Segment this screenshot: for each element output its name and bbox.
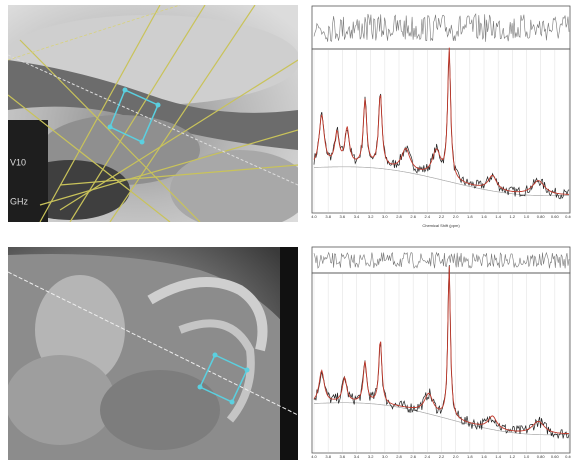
image-label: V10 (10, 157, 26, 167)
x-tick-label: 2.6 (410, 214, 416, 219)
x-tick-label: 1.2 (510, 454, 516, 459)
x-tick-label: 1.8 (467, 454, 473, 459)
x-tick-label: 2.4 (425, 454, 431, 459)
x-tick-label: 2.2 (439, 214, 445, 219)
x-tick-label: 3.6 (340, 214, 346, 219)
x-tick-label: 2.8 (396, 214, 402, 219)
x-tick-label: 1.0 (524, 214, 530, 219)
image-label: GHz (10, 196, 29, 206)
x-tick-label: 0.80 (537, 214, 546, 219)
x-tick-label: 2.8 (396, 454, 402, 459)
x-tick-label: 0.80 (537, 454, 546, 459)
x-tick-label: 1.8 (467, 214, 473, 219)
figure: V10 GHz Chemical Shift (ppm) 4.0 3.8 3.6 3.… (0, 0, 571, 463)
x-tick-label: 3.2 (368, 214, 374, 219)
residual (314, 14, 569, 42)
x-tick-label: 2.4 (425, 214, 431, 219)
x-tick-label: 1.6 (481, 214, 487, 219)
mri-image-bottom (5, 247, 298, 460)
x-tick-label: 0.40 (565, 454, 571, 459)
spectrum-frame (312, 273, 570, 453)
x-tick-label: 0.60 (551, 454, 560, 459)
x-tick-label: 2.6 (410, 454, 416, 459)
x-tick-label: 2.0 (453, 454, 459, 459)
x-tick-label: 0.40 (565, 214, 571, 219)
x-tick-label: 0.60 (551, 214, 560, 219)
x-tick-label: 2.2 (439, 454, 445, 459)
x-tick-label: 2.0 (453, 214, 459, 219)
x-tick-label: 4.0 (311, 454, 317, 459)
x-tick-label: 3.2 (368, 454, 374, 459)
x-tick-label: 3.4 (354, 214, 360, 219)
residual (314, 253, 569, 269)
x-tick-label: 1.0 (524, 454, 530, 459)
x-tick-label: 1.2 (510, 214, 516, 219)
x-tick-label: 1.4 (495, 454, 501, 459)
x-tick-label: 4.0 (311, 214, 317, 219)
mri-image-top: V10 GHz (0, 5, 310, 230)
x-axis-label: Chemical Shift (ppm) (422, 223, 460, 228)
x-tick-label: 3.4 (354, 454, 360, 459)
x-tick-label: 3.6 (340, 454, 346, 459)
x-tick-label: 1.6 (481, 454, 487, 459)
x-tick-label: 3.8 (325, 454, 331, 459)
x-tick-label: 3.0 (382, 454, 388, 459)
x-tick-label: 3.0 (382, 214, 388, 219)
x-tick-label: 1.4 (495, 214, 501, 219)
x-tick-label: 3.8 (325, 214, 331, 219)
